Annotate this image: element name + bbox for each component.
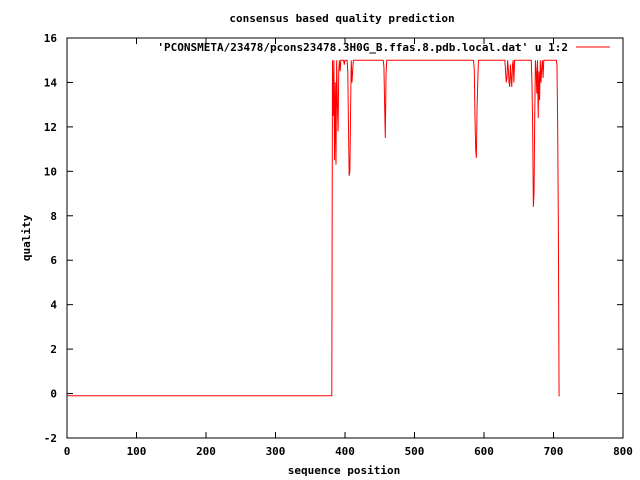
y-tick-label: 4 <box>50 299 57 312</box>
y-tick-label: 8 <box>50 210 57 223</box>
y-tick-label: 14 <box>44 76 58 89</box>
x-tick-label: 100 <box>127 445 147 458</box>
chart-title: consensus based quality prediction <box>229 12 454 25</box>
x-tick-label: 600 <box>474 445 494 458</box>
y-tick-label: 10 <box>44 165 57 178</box>
series-line <box>67 59 560 397</box>
x-tick-label: 0 <box>64 445 71 458</box>
legend: 'PCONSMETA/23478/pcons23478.3H0G_B.ffas.… <box>157 41 610 54</box>
x-tick-label: 500 <box>405 445 425 458</box>
x-axis-label: sequence position <box>288 464 401 477</box>
x-tick-label: 700 <box>544 445 564 458</box>
y-axis-label: quality <box>20 214 33 261</box>
y-tick-label: 6 <box>50 254 57 267</box>
x-tick-label: 200 <box>196 445 216 458</box>
y-tick-label: 12 <box>44 121 57 134</box>
y-tick-label: -2 <box>44 432 57 445</box>
y-tick-label: 2 <box>50 343 57 356</box>
y-tick-label: 0 <box>50 388 57 401</box>
ticks: 0 100 200 300 400 500 600 700 800 -2 0 2 4 6 8 10 12 14 16 <box>44 32 633 458</box>
y-tick-label: 16 <box>44 32 58 45</box>
plot-area <box>67 59 560 397</box>
x-tick-label: 300 <box>266 445 286 458</box>
x-tick-label: 400 <box>335 445 355 458</box>
legend-entry-label: 'PCONSMETA/23478/pcons23478.3H0G_B.ffas.… <box>157 41 568 54</box>
x-tick-label: 800 <box>613 445 633 458</box>
